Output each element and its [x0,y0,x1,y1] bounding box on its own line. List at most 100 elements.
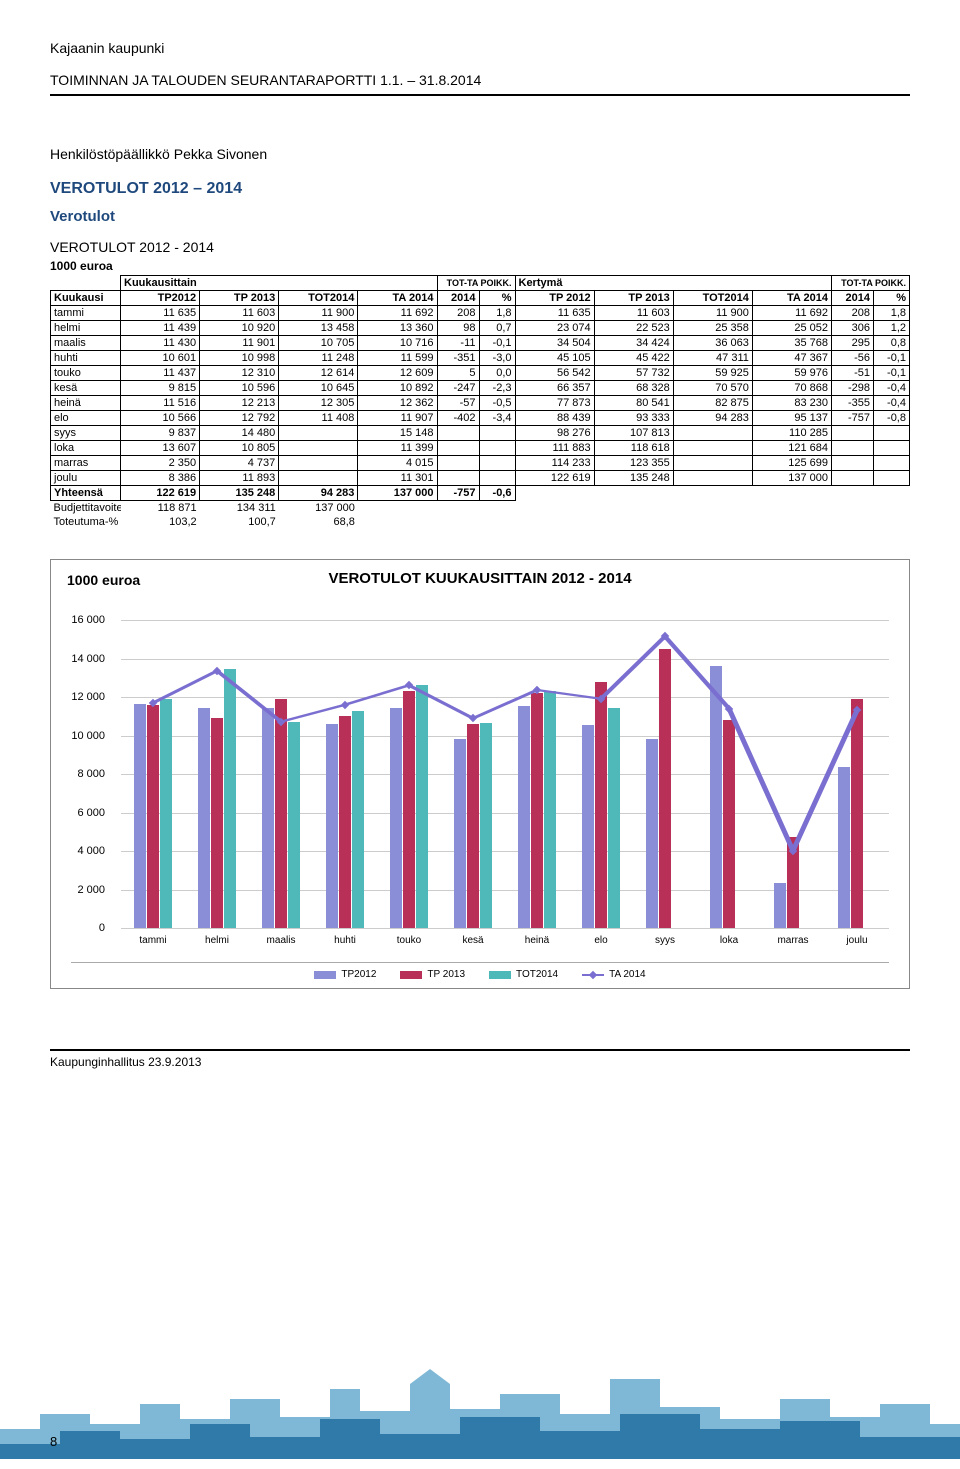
cell: 0,0 [479,366,515,381]
cell: 208 [832,306,874,321]
cell: 10 566 [121,411,200,426]
bar-tp2012 [134,704,146,928]
y-tick-label: 8 000 [77,768,105,780]
cell: 9 837 [121,426,200,441]
cell: 11 599 [358,351,437,366]
cell [832,426,874,441]
cell: 13 607 [121,441,200,456]
x-label: helmi [185,935,249,946]
cell: 12 305 [279,396,358,411]
cell: 25 052 [752,321,831,336]
month-group: tammi [121,620,185,928]
cell: -3,0 [479,351,515,366]
cell: 95 137 [752,411,831,426]
cell [874,456,910,471]
cell [437,441,479,456]
bar-tot2014 [352,711,364,928]
cell: 11 907 [358,411,437,426]
cell: -757 [437,486,479,501]
col-tp2012: TP2012 [121,291,200,306]
cell: 123 355 [594,456,673,471]
cell: 10 716 [358,336,437,351]
bar-tp2013 [723,720,735,928]
chart-box: 1000 euroa VEROTULOT KUUKAUSITTAIN 2012 … [50,559,910,989]
bar-tp2013 [851,699,863,928]
cell: 110 285 [752,426,831,441]
cell: 11 893 [200,471,279,486]
row-label: tammi [51,306,121,321]
cell: 0,7 [479,321,515,336]
bar-tot2014 [480,723,492,928]
cell: -0,8 [874,411,910,426]
table-row: marras2 3504 7374 015114 233123 355125 6… [51,456,910,471]
x-label: elo [569,935,633,946]
col-kuukausi: Kuukausi [51,291,121,306]
table-row: huhti10 60110 99811 24811 599-351-3,045 … [51,351,910,366]
person-line: Henkilöstöpäällikkö Pekka Sivonen [50,146,910,162]
bar-tp2013 [467,724,479,928]
cell: 11 692 [752,306,831,321]
col-ta2014: TA 2014 [358,291,437,306]
cell [479,441,515,456]
x-label: tammi [121,935,185,946]
cell: 23 074 [515,321,594,336]
cell: 98 [437,321,479,336]
y-tick-label: 16 000 [71,614,105,626]
table-row: tammi11 63511 60311 90011 6922081,811 63… [51,306,910,321]
cell: 0,8 [874,336,910,351]
row-label: loka [51,441,121,456]
cell [479,426,515,441]
cell: 5 [437,366,479,381]
cell: 94 283 [673,411,752,426]
cell: 68 328 [594,381,673,396]
cell: 135 248 [200,486,279,501]
cell: 11 901 [200,336,279,351]
bar-tp2012 [262,708,274,928]
cell: 10 920 [200,321,279,336]
cell: 68,8 [279,515,358,529]
cell: 4 015 [358,456,437,471]
cell: 93 333 [594,411,673,426]
cell: 111 883 [515,441,594,456]
cell: 25 358 [673,321,752,336]
budget-row: Budjettitavoite118 871134 311137 000 [51,501,910,516]
bar-tp2013 [339,716,351,928]
cell: 2 350 [121,456,200,471]
y-tick-label: 14 000 [71,653,105,665]
cell: -0,1 [874,366,910,381]
cell: 82 875 [673,396,752,411]
month-group: maalis [249,620,313,928]
cell: 59 925 [673,366,752,381]
bar-tp2013 [275,699,287,928]
cell: 36 063 [673,336,752,351]
bar-tot2014 [544,691,556,928]
bar-tp2013 [147,705,159,928]
legend-tot2014-label: TOT2014 [516,969,558,980]
cell: -0,1 [479,336,515,351]
cell [832,456,874,471]
cell: 70 570 [673,381,752,396]
y-tick-label: 4 000 [77,845,105,857]
totals-label: Yhteensä [51,486,121,501]
cell: 12 310 [200,366,279,381]
cell: 10 705 [279,336,358,351]
header-report-title: TOIMINNAN JA TALOUDEN SEURANTARAPORTTI 1… [50,72,910,96]
row-label: helmi [51,321,121,336]
cell: 11 900 [279,306,358,321]
month-group: marras [761,620,825,928]
cell: 11 635 [515,306,594,321]
cell: 98 276 [515,426,594,441]
cell [673,426,752,441]
col-ta2014b: TA 2014 [752,291,831,306]
col-2014: 2014 [437,291,479,306]
chart-title: VEROTULOT KUUKAUSITTAIN 2012 - 2014 [51,570,909,587]
cell: 11 408 [279,411,358,426]
y-tick-label: 0 [99,922,105,934]
cell: -51 [832,366,874,381]
cell: 83 230 [752,396,831,411]
y-tick-label: 6 000 [77,807,105,819]
col-tp2013: TP 2013 [200,291,279,306]
cell: 14 480 [200,426,279,441]
cell: 11 516 [121,396,200,411]
cell: 12 792 [200,411,279,426]
